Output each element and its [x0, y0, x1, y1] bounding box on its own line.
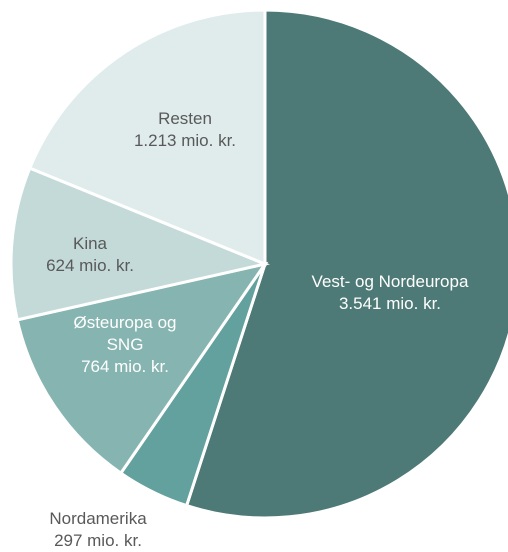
pie-slice — [15, 261, 269, 476]
category-label: Nordamerika — [49, 509, 147, 528]
slice-label: Østeuropa og SNG 764 mio. kr. — [55, 312, 195, 378]
pie-slice — [27, 8, 267, 267]
value-label: 624 mio. kr. — [46, 256, 134, 275]
slice-label: Vest- og Nordeuropa 3.541 mio. kr. — [295, 271, 485, 315]
slice-label: Resten 1.213 mio. kr. — [105, 108, 265, 152]
slice-label: Nordamerika 297 mio. kr. — [23, 508, 173, 552]
pie-slice — [9, 166, 270, 322]
category-label: Resten — [158, 109, 212, 128]
category-label: Østeuropa og SNG — [73, 313, 177, 354]
value-label: 297 mio. kr. — [54, 531, 142, 550]
value-label: 1.213 mio. kr. — [133, 131, 237, 150]
pie-slice — [184, 8, 508, 520]
slice-label: Kina 624 mio. kr. — [15, 233, 165, 277]
value-label: 764 mio. kr. — [81, 357, 169, 376]
category-label: Kina — [72, 234, 108, 253]
category-label: Vest- og Nordeuropa — [311, 272, 469, 291]
value-label: 3.541 mio. kr. — [338, 294, 442, 313]
